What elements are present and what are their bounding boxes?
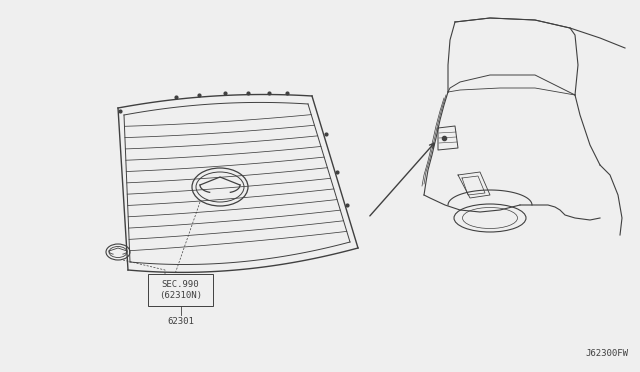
Text: 62301: 62301 — [167, 317, 194, 327]
Text: SEC.990
(62310N): SEC.990 (62310N) — [159, 280, 202, 301]
Bar — [148, 274, 213, 306]
Text: J62300FW: J62300FW — [585, 349, 628, 358]
